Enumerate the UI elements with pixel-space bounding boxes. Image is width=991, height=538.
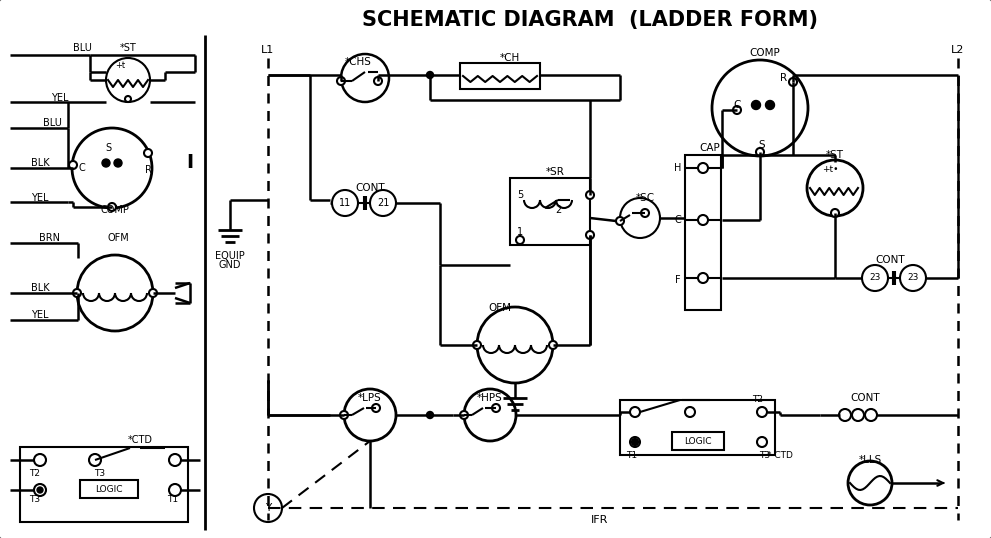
Circle shape <box>69 161 77 169</box>
Circle shape <box>89 454 101 466</box>
Text: BLU: BLU <box>72 43 91 53</box>
Text: CONT: CONT <box>850 393 880 403</box>
Text: I: I <box>186 153 193 173</box>
Text: L2: L2 <box>951 45 964 55</box>
Text: *SR: *SR <box>546 167 565 177</box>
Text: *CTD: *CTD <box>128 435 153 445</box>
Circle shape <box>586 191 594 199</box>
Text: 21: 21 <box>377 198 389 208</box>
Text: R: R <box>145 165 152 175</box>
Circle shape <box>848 461 892 505</box>
Text: LOGIC: LOGIC <box>684 436 712 445</box>
Circle shape <box>733 106 741 114</box>
Circle shape <box>460 411 468 419</box>
Text: S: S <box>759 140 765 150</box>
Circle shape <box>586 231 594 239</box>
Text: *SC: *SC <box>635 193 655 203</box>
Bar <box>510 178 590 245</box>
Circle shape <box>757 437 767 447</box>
Text: T2: T2 <box>752 395 763 405</box>
Circle shape <box>698 163 708 173</box>
Circle shape <box>630 437 640 447</box>
Text: CONT: CONT <box>875 255 905 265</box>
Bar <box>685 155 721 310</box>
Text: +t•: +t• <box>822 166 838 174</box>
Circle shape <box>698 215 708 225</box>
Circle shape <box>839 409 851 421</box>
Bar <box>460 63 540 89</box>
Circle shape <box>108 203 116 211</box>
Text: R: R <box>781 73 788 83</box>
Bar <box>620 400 775 455</box>
Circle shape <box>630 407 640 417</box>
Text: *CHS: *CHS <box>345 57 372 67</box>
Circle shape <box>900 265 926 291</box>
Bar <box>20 447 188 522</box>
Circle shape <box>789 78 797 86</box>
Circle shape <box>106 58 150 102</box>
Text: LOGIC: LOGIC <box>95 485 123 493</box>
Text: 5: 5 <box>517 190 523 200</box>
Circle shape <box>831 209 839 217</box>
Text: GND: GND <box>219 260 241 270</box>
Circle shape <box>34 484 46 496</box>
Text: *HPS: *HPS <box>477 393 502 403</box>
Circle shape <box>341 54 389 102</box>
Circle shape <box>477 307 553 383</box>
Text: T3: T3 <box>94 469 106 478</box>
Circle shape <box>807 160 863 216</box>
Circle shape <box>340 411 348 419</box>
Text: *CH: *CH <box>499 53 520 63</box>
Circle shape <box>34 454 46 466</box>
Circle shape <box>549 341 557 349</box>
Circle shape <box>426 412 433 419</box>
Text: * CTD: * CTD <box>767 450 793 459</box>
Circle shape <box>712 60 808 156</box>
Text: OFM: OFM <box>489 303 511 313</box>
Text: T1: T1 <box>167 495 178 505</box>
Circle shape <box>337 77 345 85</box>
Circle shape <box>641 209 649 217</box>
Circle shape <box>616 217 624 225</box>
Circle shape <box>332 190 358 216</box>
Text: 1: 1 <box>517 227 523 237</box>
Text: T3: T3 <box>759 450 771 459</box>
Circle shape <box>370 190 396 216</box>
Circle shape <box>757 407 767 417</box>
Circle shape <box>77 255 153 331</box>
Text: YEL: YEL <box>52 93 68 103</box>
Circle shape <box>698 273 708 283</box>
Circle shape <box>426 72 433 79</box>
Circle shape <box>492 404 500 412</box>
Text: 23: 23 <box>908 273 919 282</box>
Text: SCHEMATIC DIAGRAM  (LADDER FORM): SCHEMATIC DIAGRAM (LADDER FORM) <box>362 10 818 30</box>
Text: T2: T2 <box>30 469 41 478</box>
Text: CAP: CAP <box>700 143 720 153</box>
Circle shape <box>631 438 638 445</box>
Text: C: C <box>733 100 740 110</box>
Text: C: C <box>78 163 85 173</box>
Circle shape <box>73 289 81 297</box>
Circle shape <box>751 101 760 110</box>
Text: 11: 11 <box>339 198 351 208</box>
Text: BLK: BLK <box>31 283 50 293</box>
Circle shape <box>473 341 481 349</box>
Text: *LLS: *LLS <box>858 455 882 465</box>
Text: BLU: BLU <box>43 118 61 128</box>
Circle shape <box>344 389 396 441</box>
Text: C: C <box>675 215 682 225</box>
Text: T1: T1 <box>626 450 637 459</box>
Circle shape <box>102 159 110 167</box>
Circle shape <box>516 236 524 244</box>
Circle shape <box>865 409 877 421</box>
Text: YEL: YEL <box>32 310 49 320</box>
Circle shape <box>125 96 131 102</box>
Circle shape <box>169 484 181 496</box>
Text: BLK: BLK <box>31 158 50 168</box>
Circle shape <box>756 148 764 156</box>
Circle shape <box>765 101 775 110</box>
Circle shape <box>114 159 122 167</box>
Text: COMP: COMP <box>100 205 130 215</box>
Circle shape <box>372 404 380 412</box>
